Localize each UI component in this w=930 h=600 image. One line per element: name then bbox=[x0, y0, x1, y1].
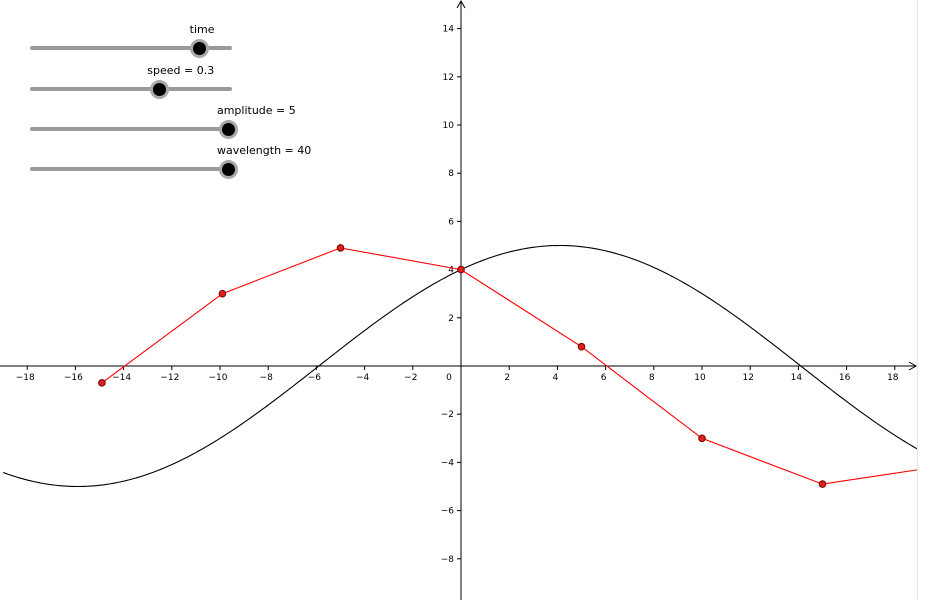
slider-wavelength-track[interactable] bbox=[30, 167, 232, 171]
slider-speed-track[interactable] bbox=[30, 87, 232, 91]
x-tick-label: 16 bbox=[839, 373, 851, 383]
x-tick-label: −14 bbox=[112, 373, 131, 383]
y-tick-label: 4 bbox=[448, 266, 454, 276]
slider-wavelength-label: wavelength = 40 bbox=[216, 144, 312, 157]
polyline-path bbox=[101, 247, 919, 485]
sample-polyline bbox=[101, 247, 919, 485]
y-tick-label: −2 bbox=[441, 410, 454, 420]
slider-amplitude-label: amplitude = 5 bbox=[216, 104, 296, 117]
x-tick-label: −18 bbox=[16, 373, 35, 383]
x-tick-label: −8 bbox=[260, 373, 274, 383]
y-tick-label: 12 bbox=[443, 73, 454, 83]
x-tick-label: 2 bbox=[504, 373, 510, 383]
sample-point[interactable] bbox=[218, 289, 227, 298]
y-tick-label: 6 bbox=[448, 217, 454, 227]
y-tick-label: 14 bbox=[443, 25, 455, 35]
y-tick-label: −8 bbox=[441, 555, 455, 565]
sample-point[interactable] bbox=[98, 379, 106, 387]
slider-speed-knob[interactable] bbox=[149, 79, 169, 99]
y-tick-label: −6 bbox=[441, 507, 455, 517]
x-tick-label: 12 bbox=[742, 373, 753, 383]
x-tick-label: −10 bbox=[209, 373, 228, 383]
x-tick-label: −4 bbox=[356, 373, 370, 383]
x-tick-label: 14 bbox=[791, 373, 803, 383]
sample-point[interactable] bbox=[818, 480, 827, 488]
x-tick-label: 10 bbox=[694, 373, 706, 383]
x-tick-label: −6 bbox=[308, 373, 322, 383]
slider-time-knob[interactable] bbox=[190, 38, 210, 58]
x-tick-label: 0 bbox=[446, 373, 452, 383]
y-tick-label: 10 bbox=[443, 121, 455, 131]
slider-time-track[interactable] bbox=[30, 46, 232, 50]
x-tick-label: 8 bbox=[649, 373, 655, 383]
slider-speed-label: speed = 0.3 bbox=[147, 64, 215, 77]
slider-amplitude-track[interactable] bbox=[30, 127, 232, 131]
y-tick-label: 2 bbox=[448, 314, 454, 324]
y-tick-label: 8 bbox=[448, 169, 454, 179]
x-tick-label: −16 bbox=[64, 373, 83, 383]
slider-amplitude-knob[interactable] bbox=[219, 119, 239, 139]
x-tick-label: 18 bbox=[887, 373, 899, 383]
axis-ticks: −18 −16 −14 −12 −10 −8 −6 −4 −2 0 2 4 6 8 10 12 14 16 18 −8… bbox=[16, 25, 899, 565]
sample-point[interactable] bbox=[698, 434, 706, 443]
sample-point[interactable] bbox=[336, 244, 345, 252]
x-tick-label: 6 bbox=[601, 373, 607, 383]
y-axis-arrow bbox=[456, 0, 466, 9]
slider-wavelength-knob[interactable] bbox=[219, 159, 239, 179]
sample-point[interactable] bbox=[577, 342, 586, 351]
x-tick-label: −12 bbox=[160, 373, 179, 383]
sample-point[interactable] bbox=[457, 265, 465, 274]
x-tick-label: −2 bbox=[404, 373, 417, 383]
slider-time-label: time bbox=[189, 23, 215, 36]
x-tick-label: 4 bbox=[553, 373, 559, 383]
vertical-scrollbar[interactable] bbox=[917, 0, 930, 600]
x-axis-arrow bbox=[908, 361, 918, 371]
sample-points[interactable] bbox=[98, 244, 827, 488]
y-tick-label: −4 bbox=[441, 458, 455, 468]
